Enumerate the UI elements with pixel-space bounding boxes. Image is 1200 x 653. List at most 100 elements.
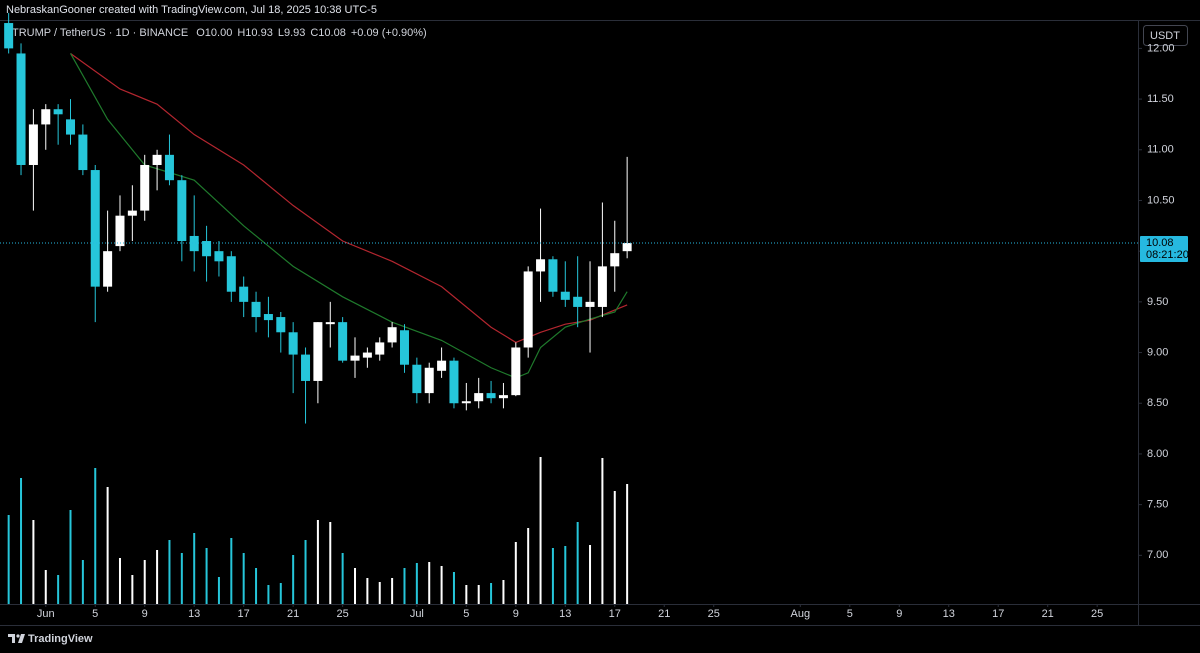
candle-body	[53, 109, 63, 115]
volume-bar	[230, 538, 233, 604]
candle-body	[214, 251, 224, 262]
volume-bar	[106, 487, 109, 604]
volume-bar	[193, 533, 196, 604]
candle-body	[597, 266, 607, 307]
volume-bar	[44, 570, 47, 604]
candle-body	[573, 296, 583, 307]
volume-bar	[589, 545, 592, 604]
x-tick-label: 13	[559, 608, 571, 620]
x-tick-label: Aug	[791, 608, 811, 620]
legend-ohlc: H10.93	[237, 27, 272, 39]
x-tick-label: 17	[609, 608, 621, 620]
candle-body	[251, 301, 261, 318]
candle-body	[375, 342, 385, 355]
volume-bar	[304, 540, 307, 604]
x-tick-label: Jun	[37, 608, 55, 620]
volume-bar	[465, 585, 468, 604]
candle-body	[28, 124, 38, 165]
volume-bar	[69, 510, 72, 604]
volume-bar	[255, 568, 258, 604]
volume-bar	[118, 558, 121, 604]
candle-body	[399, 330, 409, 365]
volume-bar	[490, 583, 493, 604]
y-tick-label: 8.00	[1147, 448, 1168, 460]
y-tick-label: 8.50	[1147, 397, 1168, 409]
currency-button[interactable]	[1143, 25, 1188, 46]
candle-body	[548, 259, 558, 292]
volume-bar	[316, 520, 319, 604]
volume-bar	[217, 577, 220, 604]
candle-body	[16, 53, 26, 165]
x-tick-label: 13	[943, 608, 955, 620]
y-tick-label: 9.50	[1147, 296, 1168, 308]
candle-body	[90, 170, 100, 287]
legend-ohlc: C10.08	[310, 27, 345, 39]
candle-body	[437, 360, 447, 371]
x-tick-label: 5	[847, 608, 853, 620]
volume-bar	[329, 522, 332, 604]
candle-body	[362, 352, 372, 358]
countdown: 08:21:20	[1146, 249, 1189, 261]
volume-bar	[403, 568, 406, 604]
candle-body	[461, 401, 471, 404]
candle-body	[115, 215, 125, 247]
candle-body	[66, 119, 76, 135]
volume-bar	[428, 562, 431, 604]
candle-body	[103, 251, 113, 287]
volume-bar	[94, 468, 97, 604]
candle-body	[164, 154, 174, 181]
volume-bar	[527, 528, 530, 604]
candle-body	[288, 332, 298, 355]
candle-body	[325, 322, 335, 325]
volume-bar	[551, 548, 554, 604]
candle-body	[424, 367, 434, 394]
candle-body	[4, 23, 14, 49]
moving-average	[70, 52, 628, 344]
last-price-label: 10.08	[1146, 237, 1174, 249]
candle-body	[412, 364, 422, 394]
candle-body	[350, 355, 360, 361]
x-tick-label: 13	[188, 608, 200, 620]
x-tick-label: 25	[1091, 608, 1103, 620]
candle-body	[202, 241, 212, 257]
candle-body	[301, 354, 311, 381]
y-tick-label: 9.00	[1147, 346, 1168, 358]
candle-body	[276, 317, 286, 333]
volume-bar	[156, 550, 159, 604]
candle-body	[511, 347, 521, 396]
candle-body	[152, 154, 162, 165]
footer-logo: TradingView	[8, 633, 93, 645]
volume-bar	[391, 578, 394, 604]
volume-bar	[440, 566, 443, 604]
volume-bar	[20, 478, 23, 604]
volume-bar	[613, 491, 616, 604]
y-tick-label: 7.00	[1147, 549, 1168, 561]
x-tick-label: 5	[92, 608, 98, 620]
currency-label[interactable]: USDT	[1150, 30, 1180, 42]
x-tick-label: 9	[142, 608, 148, 620]
x-tick-label: 21	[287, 608, 299, 620]
y-tick-label: 7.50	[1147, 499, 1168, 511]
volume-bar	[180, 553, 183, 604]
candle-body	[486, 393, 496, 399]
candle-body	[474, 393, 484, 402]
candle-body	[585, 301, 595, 307]
x-tick-label: 25	[708, 608, 720, 620]
x-tick-label: 21	[658, 608, 670, 620]
volume-bar	[415, 563, 418, 604]
legend-ohlc: O10.00	[196, 27, 232, 39]
candle-body	[239, 286, 249, 302]
brand: TradingView	[28, 633, 93, 645]
candle-body	[498, 395, 508, 399]
candle-body	[263, 314, 273, 321]
legend-change: +0.09 (+0.90%)	[351, 27, 427, 39]
candle-body	[523, 271, 533, 348]
volume-bar	[279, 583, 282, 604]
credit: NebraskanGooner created with TradingView…	[6, 4, 377, 16]
volume-bar	[81, 560, 84, 604]
candle-body	[177, 180, 187, 242]
volume-bar	[7, 515, 10, 604]
